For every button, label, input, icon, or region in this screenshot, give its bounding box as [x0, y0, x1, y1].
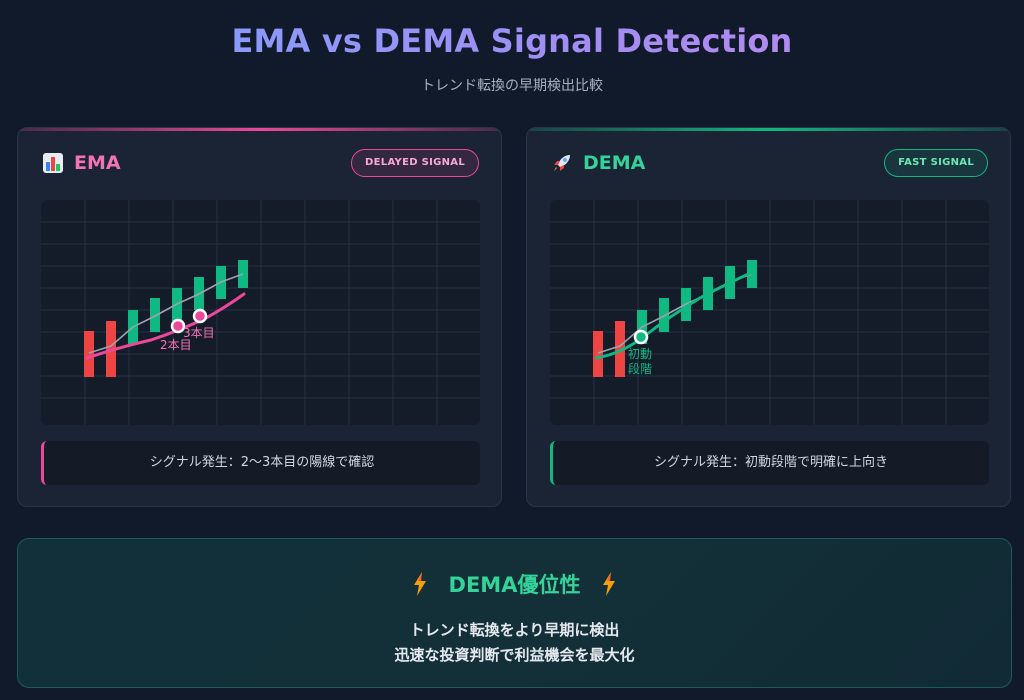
ema-signal-marker — [192, 308, 208, 324]
ema-signal-marker — [170, 318, 186, 334]
dema-line — [594, 270, 755, 360]
ema-panel-header: EMA — [42, 152, 121, 174]
delayed-signal-badge: DELAYED SIGNAL — [351, 149, 479, 177]
bar-chart-icon — [42, 152, 64, 174]
dema-chart-svg: 初動 段階 — [550, 200, 989, 425]
advantage-line-2: 迅速な投資判断で利益機会を最大化 — [394, 646, 635, 664]
ema-accent-line — [18, 128, 501, 131]
ema-chart: 2本目 3本目 — [41, 200, 480, 425]
candle-bear — [615, 321, 625, 377]
lightning-icon — [413, 572, 427, 596]
dema-panel-header: DEMA — [551, 152, 645, 174]
candle-bear — [593, 331, 603, 377]
dema-accent-line — [527, 128, 1010, 131]
dema-chart: 初動 段階 — [550, 200, 989, 425]
fast-signal-badge: FAST SIGNAL — [884, 149, 988, 177]
advantage-header: DEMA優位性 — [18, 569, 1011, 599]
lightning-icon — [602, 572, 616, 596]
ema-panel-title: EMA — [74, 152, 121, 174]
ema-chart-svg: 2本目 3本目 — [41, 200, 480, 425]
page-title: EMA vs DEMA Signal Detection — [0, 22, 1024, 60]
page-subtitle: トレンド転換の早期検出比較 — [421, 78, 603, 94]
price-line — [88, 273, 244, 354]
advantage-line-1: トレンド転換をより早期に検出 — [409, 621, 620, 639]
candle-bull — [659, 298, 669, 332]
ema-panel: EMA DELAYED SIGNAL — [17, 127, 502, 507]
ema-marker-label: 3本目 — [183, 326, 215, 340]
dema-chart-grid — [550, 200, 989, 425]
candle-bear — [84, 331, 94, 377]
dema-marker-label: 段階 — [628, 361, 652, 376]
dema-marker-label: 初動 — [628, 347, 652, 361]
dema-panel-title: DEMA — [583, 152, 646, 174]
dema-signal-marker — [633, 329, 649, 345]
dema-advantage-box: DEMA優位性 トレンド転換をより早期に検出 迅速な投資判断で利益機会を最大化 — [17, 538, 1012, 688]
rocket-icon — [551, 152, 573, 174]
dema-signal-info: シグナル発生：初動段階で明確に上向き — [550, 441, 989, 485]
ema-signal-info: シグナル発生：2〜3本目の陽線で確認 — [41, 441, 480, 485]
advantage-title: DEMA優位性 — [448, 573, 581, 597]
ema-chart-grid — [41, 200, 480, 425]
ema-marker-label: 2本目 — [160, 338, 192, 352]
candle-bull — [150, 298, 160, 332]
dema-panel: DEMA FAST SIGNAL — [526, 127, 1011, 507]
